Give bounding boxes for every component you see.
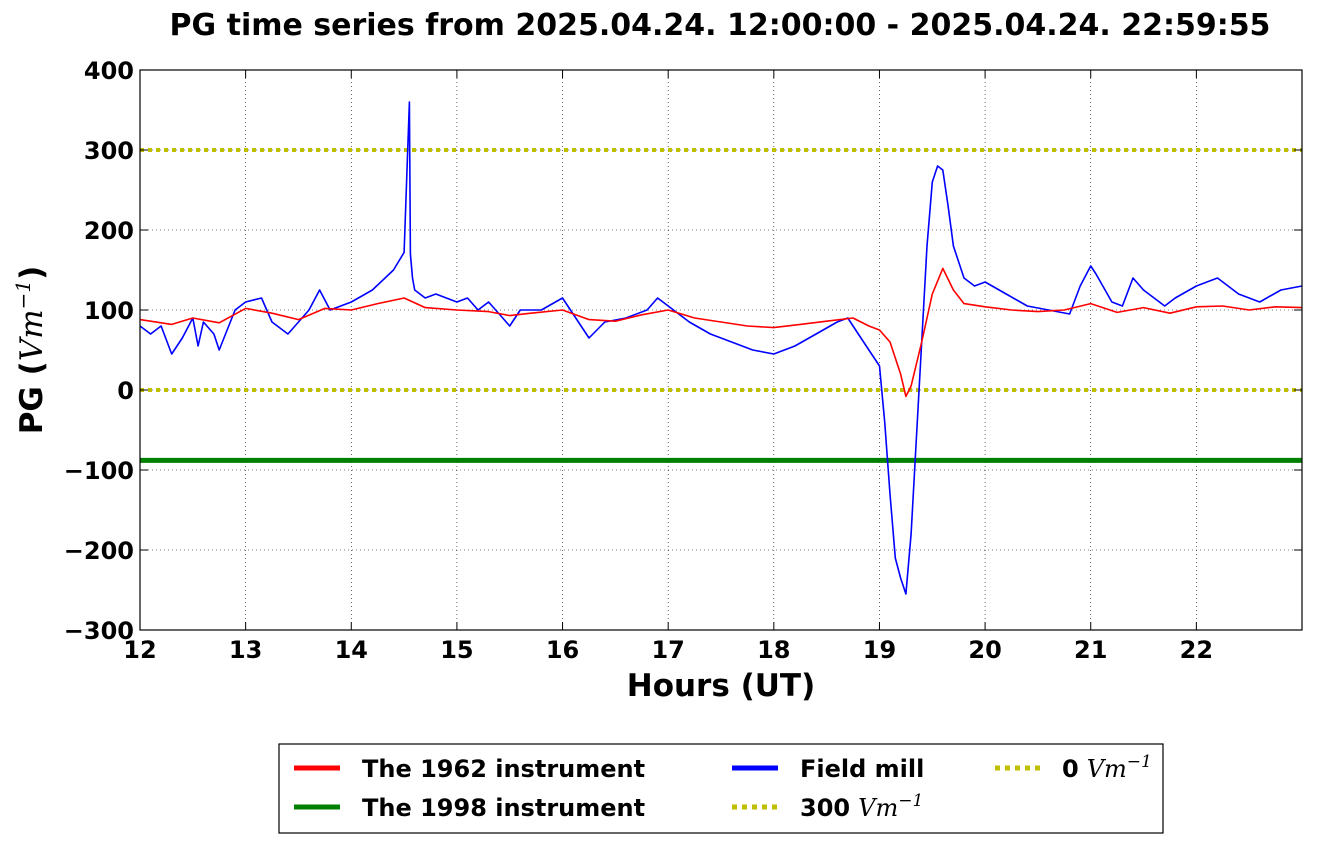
- y-tick-label: −300: [64, 617, 134, 645]
- legend-label-300: 300 Vm−1: [800, 791, 923, 822]
- y-tick-label: 400: [84, 57, 134, 85]
- x-tick-label: 20: [968, 636, 1001, 664]
- x-tick-label: 18: [757, 636, 790, 664]
- legend-frame: [278, 743, 1164, 834]
- plot-frame: [139, 69, 1303, 631]
- x-axis-label: Hours (UT): [627, 668, 816, 704]
- x-tick-label: 16: [546, 636, 579, 664]
- series-line: [139, 267, 1303, 398]
- y-axis-label-suffix: ): [14, 266, 50, 280]
- ticks: 12 13 14 15 16 17 18 19 20 21 22 400 300 200 100 0 −100 −…: [64, 57, 1302, 664]
- x-tick-label: 14: [335, 636, 368, 664]
- x-tick-label: 15: [440, 636, 473, 664]
- chart-title: PG time series from 2025.04.24. 12:00:00…: [170, 8, 1271, 43]
- y-axis-label-exponent: −1: [11, 280, 35, 309]
- y-tick-label: 100: [84, 297, 134, 325]
- x-tick-label: 12: [123, 636, 156, 664]
- y-tick-label: 0: [117, 377, 134, 405]
- series-line: [139, 101, 1303, 595]
- x-tick-label: 13: [229, 636, 262, 664]
- legend-label-field-mill: Field mill: [800, 755, 924, 783]
- y-tick-label: −200: [64, 537, 134, 565]
- y-tick-label: 300: [84, 137, 134, 165]
- legend-label-1962: The 1962 instrument: [362, 755, 645, 783]
- legend: The 1962 instrument The 1998 instrument …: [278, 743, 1164, 834]
- y-axis-label-unit: Vm: [14, 309, 50, 361]
- series-group: [139, 101, 1303, 595]
- x-tick-label: 17: [651, 636, 684, 664]
- y-axis-label-prefix: PG (: [14, 361, 50, 434]
- legend-label-1998: The 1998 instrument: [362, 794, 645, 822]
- x-tick-label: 19: [863, 636, 896, 664]
- y-tick-label: −100: [64, 457, 134, 485]
- y-axis-label: PG (Vm−1): [11, 266, 50, 435]
- y-tick-label: 200: [84, 217, 134, 245]
- x-tick-label: 21: [1074, 636, 1107, 664]
- legend-label-0: 0 Vm−1: [1062, 752, 1152, 783]
- x-tick-label: 22: [1180, 636, 1213, 664]
- grid: [139, 69, 1302, 631]
